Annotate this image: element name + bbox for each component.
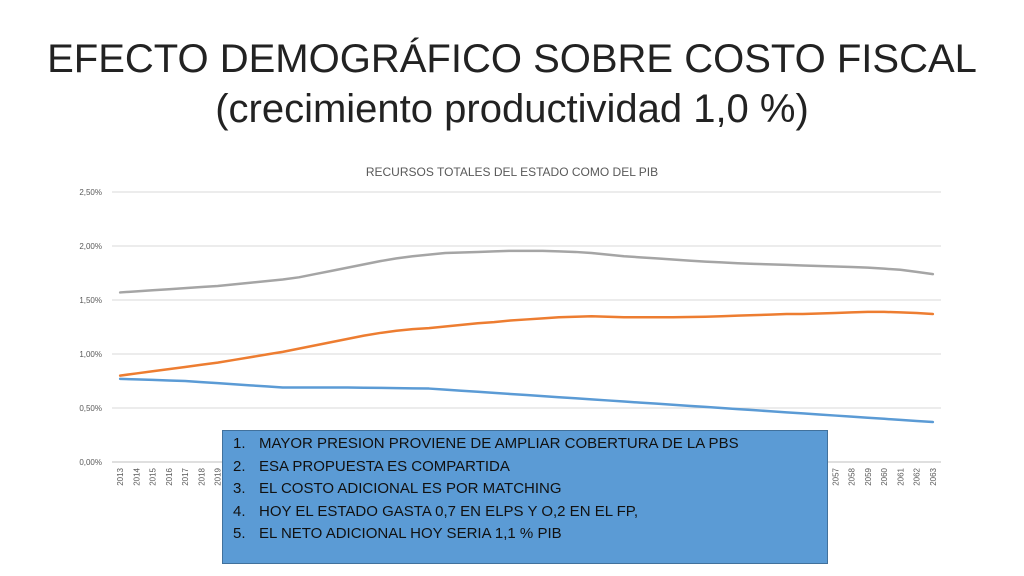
chart-title: RECURSOS TOTALES DEL ESTADO COMO DEL PIB [366, 165, 658, 179]
note-number: 4. [233, 502, 246, 520]
y-tick-label: 1,00% [79, 350, 102, 359]
x-tick-label: 2019 [214, 467, 223, 485]
note-item-5: 5. EL NETO ADICIONAL HOY SERIA 1,1 % PIB [233, 523, 819, 546]
x-tick-label: 2016 [165, 467, 174, 485]
note-item-2: 2. ESA PROPUESTA ES COMPARTIDA [233, 456, 819, 479]
y-tick-label: 0,00% [79, 458, 102, 467]
notes-box: 1. MAYOR PRESION PROVIENE DE AMPLIAR COBE… [222, 430, 828, 564]
note-number: 1. [233, 435, 246, 452]
x-tick-label: 2013 [116, 467, 125, 485]
note-number: 2. [233, 457, 246, 475]
series-line-1 [118, 377, 935, 424]
x-tick-label: 2062 [913, 467, 922, 485]
x-tick-label: 2015 [149, 467, 158, 485]
slide-title: EFECTO DEMOGRÁFICO SOBRE COSTO FISCAL (c… [0, 34, 1024, 134]
x-tick-label: 2063 [929, 467, 938, 485]
x-tick-label: 2058 [848, 467, 857, 485]
note-number: 5. [233, 525, 246, 542]
x-tick-label: 2057 [831, 467, 840, 485]
series-line-3 [118, 249, 935, 294]
x-tick-label: 2061 [896, 467, 905, 485]
notes-list: 1. MAYOR PRESION PROVIENE DE AMPLIAR COBE… [233, 433, 819, 546]
y-tick-label: 2,00% [79, 242, 102, 251]
x-tick-label: 2059 [864, 467, 873, 485]
slide-title-line-2: (crecimiento productividad 1,0 %) [215, 87, 809, 131]
x-tick-label: 2017 [181, 467, 190, 485]
note-item-3: 3. EL COSTO ADICIONAL ES POR MATCHING [233, 478, 819, 501]
note-text: MAYOR PRESION PROVIENE DE AMPLIAR COBERT… [259, 435, 739, 452]
y-tick-label: 0,50% [79, 404, 102, 413]
y-tick-label: 2,50% [79, 188, 102, 197]
note-text: EL NETO ADICIONAL HOY SERIA 1,1 % PIB [259, 525, 562, 542]
x-tick-label: 2018 [197, 467, 206, 485]
y-tick-label: 1,50% [79, 296, 102, 305]
series-line-2 [118, 310, 935, 377]
x-tick-label: 2014 [132, 467, 141, 485]
note-text: ESA PROPUESTA ES COMPARTIDA [259, 457, 510, 475]
note-item-1: 1. MAYOR PRESION PROVIENE DE AMPLIAR COBE… [233, 433, 819, 456]
note-text: EL COSTO ADICIONAL ES POR MATCHING [259, 480, 562, 497]
note-number: 3. [233, 480, 246, 497]
note-item-4: 4. HOY EL ESTADO GASTA 0,7 EN ELPS Y O,2 … [233, 501, 819, 524]
slide-title-line-1: EFECTO DEMOGRÁFICO SOBRE COSTO FISCAL [47, 37, 977, 81]
x-tick-label: 2060 [880, 467, 889, 485]
note-text: HOY EL ESTADO GASTA 0,7 EN ELPS Y O,2 EN… [259, 502, 639, 520]
